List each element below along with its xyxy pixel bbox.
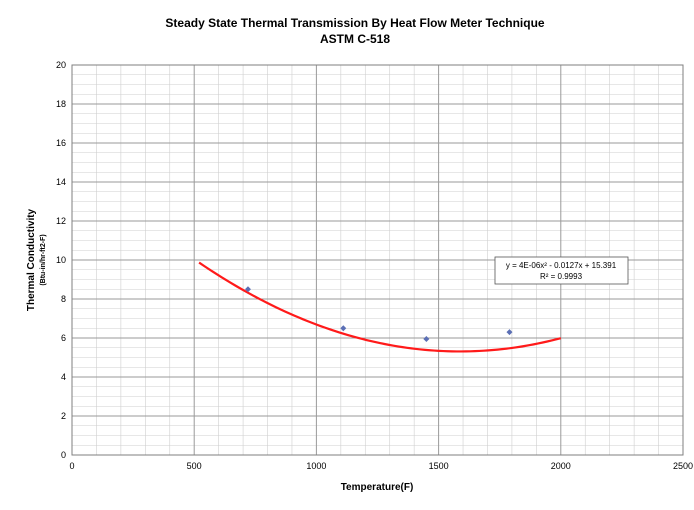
trendline-r-squared: R² = 0.9993 — [540, 272, 583, 281]
y-axis-units: (Btu-in/hr-ft2-F) — [40, 234, 47, 285]
chart-subtitle: ASTM C-518 — [320, 32, 390, 46]
data-points — [244, 286, 513, 342]
chart-title: Steady State Thermal Transmission By Hea… — [165, 16, 545, 30]
x-axis-label: Temperature(F) — [341, 482, 414, 493]
data-point — [506, 329, 513, 336]
y-tick-label: 14 — [56, 177, 66, 187]
y-tick-label: 18 — [56, 99, 66, 109]
y-axis-label: Thermal Conductivity — [26, 208, 37, 311]
plot-area-frame — [71, 64, 684, 456]
y-tick-label: 2 — [61, 411, 66, 421]
y-tick-label: 0 — [61, 450, 66, 460]
trendline-curve — [198, 261, 562, 353]
x-tick-label: 1500 — [429, 461, 449, 471]
x-tick-label: 1000 — [306, 461, 326, 471]
data-point — [423, 335, 430, 342]
y-tick-label: 20 — [56, 60, 66, 70]
equation-box: y = 4E-06x² - 0.0127x + 15.391 R² = 0.99… — [494, 256, 629, 285]
y-tick-label: 10 — [56, 255, 66, 265]
equation-box-frame — [494, 256, 629, 285]
y-tick-label: 16 — [56, 138, 66, 148]
x-axis-ticks: 0 500 1000 1500 2000 2500 — [69, 461, 693, 471]
x-tick-label: 2500 — [673, 461, 693, 471]
y-tick-label: 6 — [61, 333, 66, 343]
x-tick-label: 2000 — [551, 461, 571, 471]
y-axis-ticks: 0 2 4 6 8 10 12 14 16 18 20 — [56, 60, 66, 460]
y-tick-label: 8 — [61, 294, 66, 304]
y-tick-label: 4 — [61, 372, 66, 382]
x-tick-label: 0 — [69, 461, 74, 471]
x-tick-label: 500 — [187, 461, 202, 471]
data-point — [340, 325, 347, 332]
trendline-equation: y = 4E-06x² - 0.0127x + 15.391 — [506, 261, 617, 270]
y-tick-label: 12 — [56, 216, 66, 226]
data-point — [244, 286, 251, 293]
